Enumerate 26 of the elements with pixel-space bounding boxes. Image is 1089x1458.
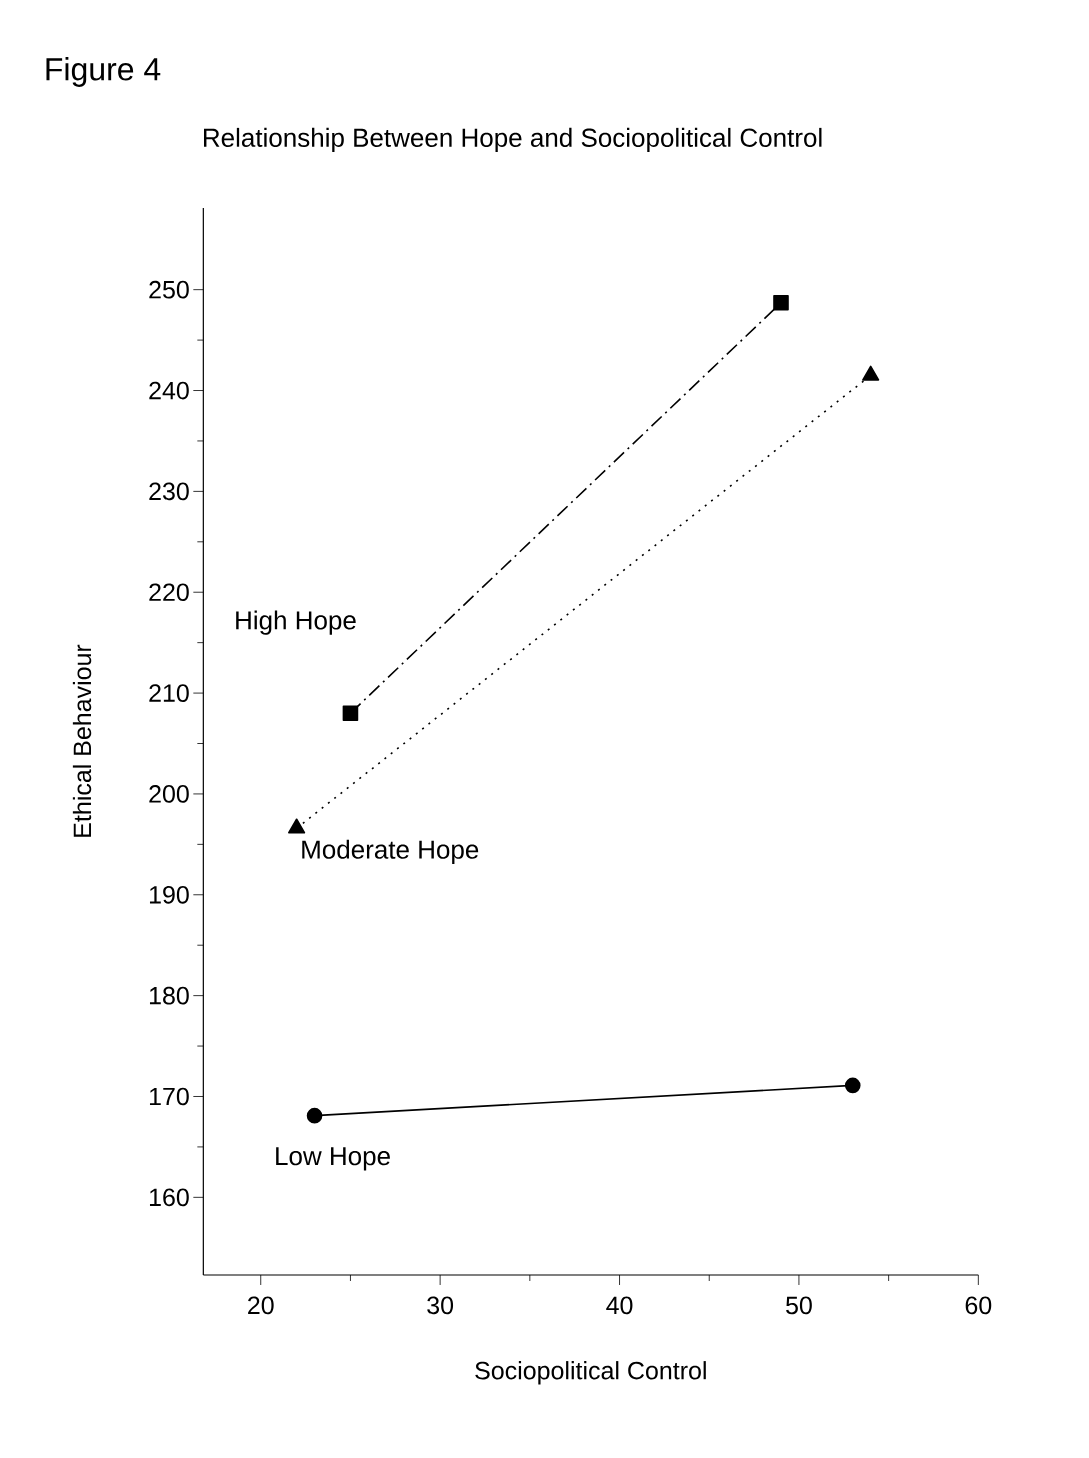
- chart-title: Figure 4: [46, 57, 161, 87]
- y-tick-label: 200: [149, 785, 189, 803]
- x-axis-title: Sociopolitical Control: [475, 1361, 706, 1385]
- y-tick-label: 190: [149, 885, 189, 904]
- y-tick-label: 220: [149, 583, 189, 602]
- y-tick-label: 240: [149, 381, 189, 400]
- y-tick-label: 210: [149, 684, 189, 702]
- y-tick-label: 230: [149, 482, 189, 501]
- x-tick-label: 40: [606, 1296, 633, 1315]
- x-tick-label: 30: [427, 1296, 453, 1315]
- y-tick-label: 170: [149, 1087, 189, 1106]
- x-tick-label: 20: [247, 1296, 274, 1315]
- point: [342, 705, 359, 722]
- point: [306, 1107, 323, 1124]
- x-tick-label: 60: [965, 1296, 992, 1315]
- y-axis-title: Ethical Behaviour: [72, 644, 92, 837]
- series-label: Low Hope: [276, 1147, 390, 1171]
- chart-subtitle: Relationship Between Hope and Sociopolitical Control: [203, 127, 822, 153]
- series-label: Moderate Hope: [302, 839, 478, 864]
- point: [844, 1077, 861, 1094]
- text: High Hope: [236, 610, 356, 635]
- point: [773, 294, 789, 311]
- y-tick-label: 250: [149, 280, 189, 299]
- y-tick-label: 180: [149, 986, 189, 1005]
- x-tick-label: 50: [785, 1296, 812, 1315]
- y-tick-label: 160: [149, 1188, 189, 1207]
